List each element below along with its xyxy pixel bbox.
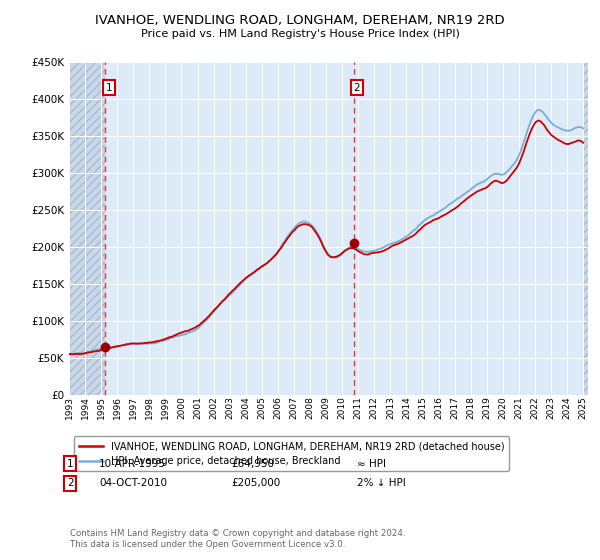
Text: Price paid vs. HM Land Registry's House Price Index (HPI): Price paid vs. HM Land Registry's House … (140, 29, 460, 39)
Text: 1: 1 (67, 459, 74, 469)
Text: 2: 2 (67, 478, 74, 488)
Text: 10-APR-1995: 10-APR-1995 (99, 459, 166, 469)
Text: 1: 1 (106, 82, 112, 92)
Legend: IVANHOE, WENDLING ROAD, LONGHAM, DEREHAM, NR19 2RD (detached house), HPI: Averag: IVANHOE, WENDLING ROAD, LONGHAM, DEREHAM… (74, 436, 509, 471)
Text: 2: 2 (353, 82, 360, 92)
Bar (69, 62, 106, 395)
Text: IVANHOE, WENDLING ROAD, LONGHAM, DEREHAM, NR19 2RD: IVANHOE, WENDLING ROAD, LONGHAM, DEREHAM… (95, 14, 505, 27)
Text: £64,950: £64,950 (231, 459, 274, 469)
Text: ≈ HPI: ≈ HPI (357, 459, 386, 469)
Text: 2% ↓ HPI: 2% ↓ HPI (357, 478, 406, 488)
Bar (583, 62, 589, 395)
Text: 04-OCT-2010: 04-OCT-2010 (99, 478, 167, 488)
Text: £205,000: £205,000 (231, 478, 280, 488)
Text: Contains HM Land Registry data © Crown copyright and database right 2024.
This d: Contains HM Land Registry data © Crown c… (70, 529, 406, 549)
